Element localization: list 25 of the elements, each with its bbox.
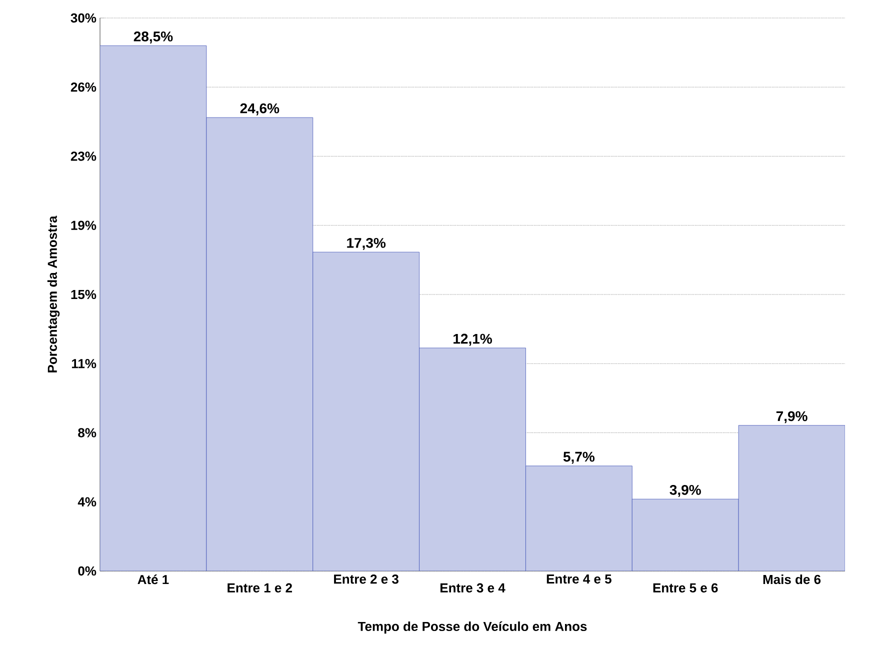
data-label: 5,7% — [563, 452, 595, 464]
y-tick-label: 4% — [78, 497, 96, 506]
x-tick-label: Entre 5 e 6 — [653, 583, 718, 592]
data-label: 3,9% — [670, 484, 701, 497]
x-tick-label: Entre 4 e 5 — [546, 574, 612, 584]
data-label: 7,9% — [776, 411, 808, 424]
y-tick-label: 0% — [78, 566, 96, 576]
data-label: 24,6% — [240, 103, 280, 116]
y-tick-label: 26% — [70, 82, 96, 92]
y-tick-label: 8% — [78, 428, 96, 438]
x-axis-title: Tempo de Posse do Veículo em Anos — [358, 621, 587, 634]
y-tick-label: 30% — [70, 13, 96, 23]
y-tick-label: 15% — [71, 290, 96, 300]
x-tick-label: Entre 2 e 3 — [334, 574, 398, 584]
data-label: 12,1% — [454, 334, 492, 346]
x-tick-label: Entre 3 e 4 — [440, 583, 506, 593]
x-tick-label: Mais de 6 — [763, 574, 821, 584]
y-tick-label: 11% — [72, 359, 96, 368]
x-tick-label: Até 1 — [138, 574, 169, 584]
y-axis-title: Porcentagem da Amostra — [47, 216, 60, 372]
x-tick-label: Entre 1 e 2 — [228, 583, 292, 592]
data-label: 28,5% — [134, 31, 173, 44]
y-tick-label: 19% — [71, 220, 96, 230]
data-label: 17,3% — [347, 238, 386, 250]
y-tick-label: 23% — [70, 152, 96, 161]
